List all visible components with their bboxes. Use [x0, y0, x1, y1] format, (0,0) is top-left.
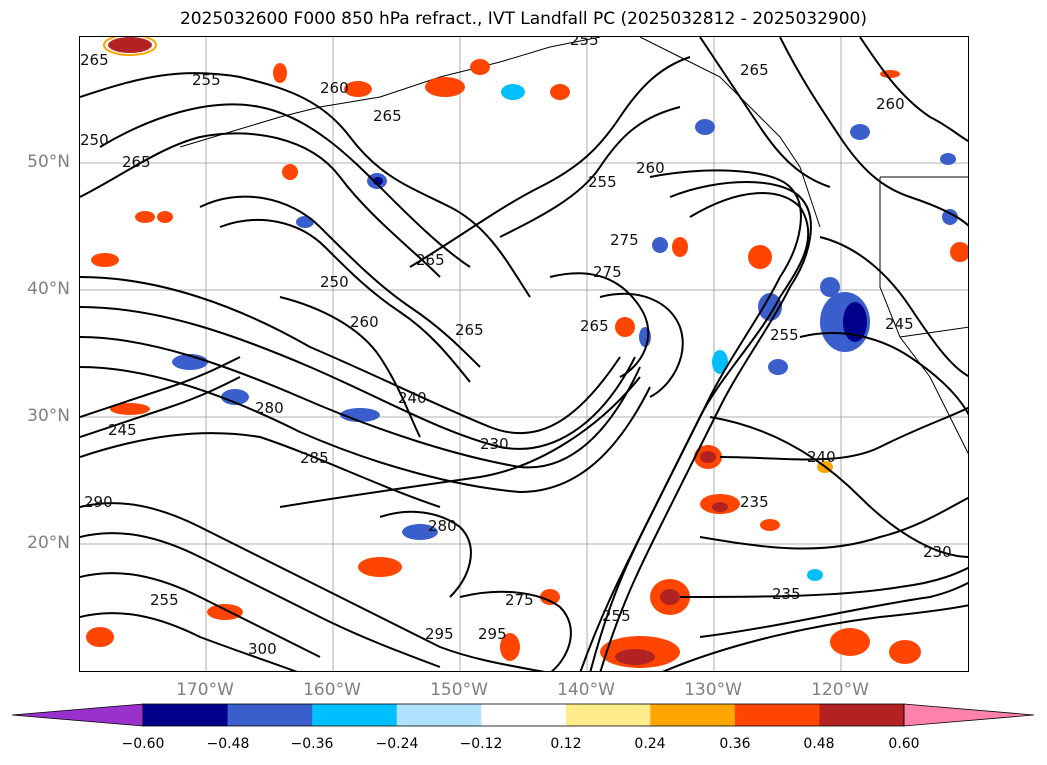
map-canvas: 265 255 260 265 250 265 255 260 265 260 … — [80, 37, 968, 671]
coastlines — [179, 37, 968, 455]
contour-label: 260 — [350, 313, 379, 331]
contour-label: 260 — [876, 95, 905, 113]
contour-label: 245 — [108, 421, 137, 439]
colorbar-segment — [819, 704, 905, 726]
colorbar-extend-high — [903, 703, 1035, 727]
lon-label-140w: 140°W — [557, 680, 615, 700]
colorbar-tick: −0.60 — [121, 736, 165, 752]
colorbar-segment — [481, 704, 567, 726]
colorbar-tick: 0.36 — [719, 736, 751, 752]
contour-label: 245 — [885, 315, 914, 333]
colorbar — [11, 703, 1035, 727]
colorbar-segment — [650, 704, 736, 726]
colorbar-tick: 0.48 — [803, 736, 835, 752]
contour-label: 265 — [455, 321, 484, 339]
colorbar-segment — [734, 704, 820, 726]
contour-label: 275 — [505, 591, 534, 609]
contour-label: 260 — [636, 159, 665, 177]
colorbar-tick: −0.12 — [459, 736, 503, 752]
contour-label: 240 — [807, 448, 836, 466]
contour-label: 265 — [580, 317, 609, 335]
lon-label-120w: 120°W — [811, 680, 869, 700]
contour-label: 250 — [80, 131, 109, 149]
contour-label: 275 — [610, 231, 639, 249]
lon-label-170w: 170°W — [176, 680, 234, 700]
colorbar-segment — [227, 704, 313, 726]
colorbar-segment — [143, 704, 229, 726]
colorbar-extend-low — [11, 703, 144, 727]
colorbar-tick: −0.36 — [290, 736, 334, 752]
contour-label: 240 — [398, 389, 427, 407]
colorbar-segment — [396, 704, 482, 726]
contour-label: 290 — [84, 493, 113, 511]
colorbar-tick: −0.48 — [206, 736, 250, 752]
colorbar-outline — [142, 703, 905, 727]
contour-label: 255 — [570, 37, 599, 49]
colorbar-tick: −0.24 — [375, 736, 419, 752]
contour-label: 255 — [602, 607, 631, 625]
colorbar-segments — [11, 703, 1035, 727]
refractivity-shading — [86, 37, 968, 668]
contour-label: 295 — [478, 625, 507, 643]
contour-label: 275 — [593, 263, 622, 281]
contour-label: 250 — [320, 273, 349, 291]
contour-label: 255 — [770, 326, 799, 344]
contour-label: 295 — [425, 625, 454, 643]
lon-label-150w: 150°W — [430, 680, 488, 700]
contour-label: 285 — [300, 449, 329, 467]
contour-label: 260 — [320, 79, 349, 97]
colorbar-segment — [565, 704, 651, 726]
map-panel: 265 255 260 265 250 265 255 260 265 260 … — [79, 36, 969, 672]
lon-label-160w: 160°W — [303, 680, 361, 700]
contour-label: 230 — [923, 543, 952, 561]
lat-label-30n: 30°N — [27, 406, 70, 426]
colorbar-tick: 0.12 — [550, 736, 582, 752]
colorbar-tick: 0.60 — [888, 736, 920, 752]
contour-label: 255 — [150, 591, 179, 609]
map-title: 2025032600 F000 850 hPa refract., IVT La… — [179, 9, 867, 29]
contour-label: 265 — [740, 61, 769, 79]
contour-label: 265 — [122, 153, 151, 171]
contour-label: 265 — [416, 251, 445, 269]
contour-label: 235 — [772, 585, 801, 603]
contour-label: 235 — [740, 493, 769, 511]
contour-label: 255 — [588, 173, 617, 191]
contour-label: 230 — [480, 435, 509, 453]
contour-label-layer: 265 255 260 265 250 265 255 260 265 260 … — [80, 37, 952, 658]
refractivity-contours — [80, 37, 968, 671]
lat-label-50n: 50°N — [27, 152, 70, 172]
colorbar-segment — [312, 704, 398, 726]
contour-label: 255 — [192, 71, 221, 89]
contour-label: 265 — [373, 107, 402, 125]
lon-label-130w: 130°W — [684, 680, 742, 700]
colorbar-tick: 0.24 — [634, 736, 666, 752]
contour-label: 265 — [80, 51, 109, 69]
lat-label-20n: 20°N — [27, 533, 70, 553]
contour-label: 300 — [248, 640, 277, 658]
lat-label-40n: 40°N — [27, 279, 70, 299]
contour-label: 280 — [255, 399, 284, 417]
contour-label: 280 — [428, 517, 457, 535]
